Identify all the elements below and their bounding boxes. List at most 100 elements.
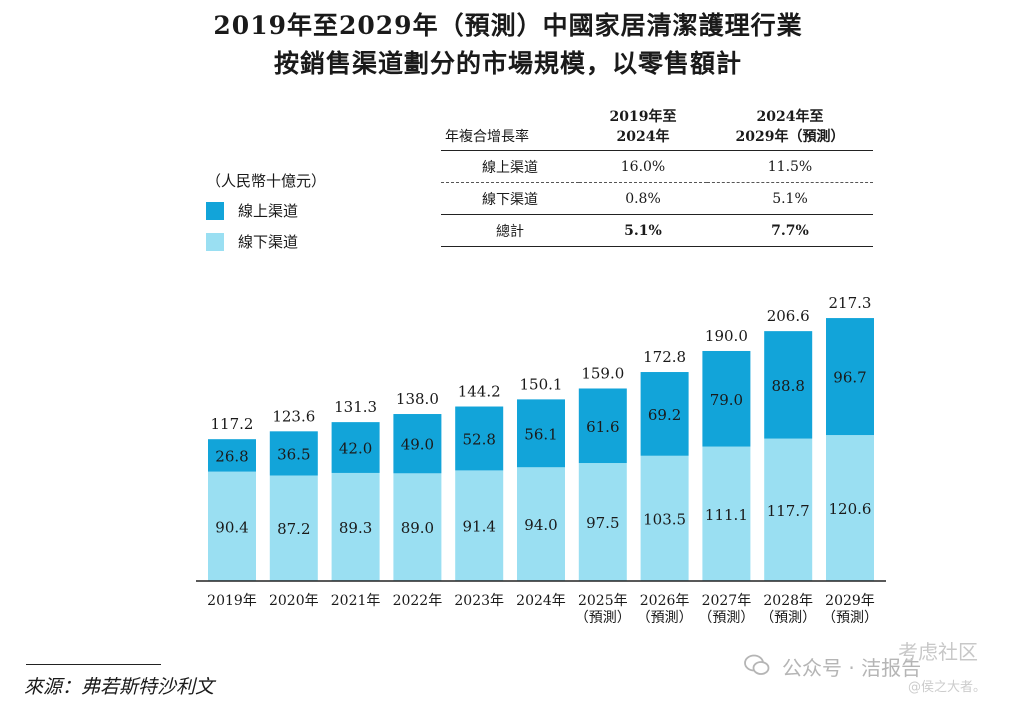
bar-online [578,388,627,464]
bar-online [826,318,874,436]
cagr-header-label: 年複合增長率 [441,104,579,151]
x-tick-label: 2027年 [702,593,752,609]
legend-swatch-offline [206,232,224,251]
bar-offline [578,463,627,581]
bar-offline [208,471,256,581]
legend-label-offline: 線下渠道 [238,233,299,251]
data-label-total: 159.0 [581,364,624,382]
bar-offline [826,435,874,581]
cagr-row-label: 線上渠道 [441,150,579,183]
x-tick-label: 2028年 [763,593,813,609]
data-label-online: 79.0 [710,391,743,409]
cagr-row-value: 16.0% [579,150,707,183]
cagr-row-value: 7.7% [707,214,873,247]
bar-online [640,372,689,456]
x-tick-note: （預測） [698,610,754,626]
data-label-offline: 87.2 [277,520,310,538]
data-label-offline: 89.0 [401,519,434,537]
data-label-total: 190.0 [705,327,748,345]
cagr-row-value: 0.8% [579,182,707,215]
data-label-total: 131.3 [334,398,377,416]
x-tick-label: 2020年 [269,593,319,609]
data-label-offline: 90.4 [215,518,248,536]
cagr-row-label: 線下渠道 [441,182,579,215]
legend-offline: 線下渠道 [206,231,298,252]
bar-offline [393,473,442,581]
cagr-table: 年複合增長率 2019年至 2024年 2024年至 2029年（預測） 線上渠… [441,104,873,247]
bar-online [517,399,565,468]
bar-offline [331,472,380,581]
x-tick-label: 2029年 [825,593,875,609]
cagr-row-label: 總計 [441,214,579,247]
data-label-online: 96.7 [833,369,866,387]
x-tick-label: 2019年 [207,593,257,609]
cagr-row-value: 11.5% [707,150,873,183]
wechat-icon [744,654,770,675]
data-label-offline: 89.3 [339,519,372,537]
source-divider [26,664,161,665]
cagr-row: 線下渠道 0.8% 5.1% [441,182,873,215]
legend-label-online: 線上渠道 [238,202,299,220]
chart-title: 2019年至2029年（預測）中國家居清潔護理行業 [213,11,803,40]
bar-offline [764,438,813,581]
cagr-col2-line1: 2024年至 [756,109,824,125]
cagr-col2-line2: 2029年（預測） [735,129,845,145]
bar-offline [269,475,318,581]
cagr-header-col2: 2024年至 2029年（預測） [707,104,873,151]
data-label-offline: 111.1 [705,506,748,524]
cagr-col1-line2: 2024年 [616,129,670,145]
bar-offline [640,455,689,581]
chart-subtitle: 按銷售渠道劃分的市場規模，以零售額計 [273,49,742,78]
bar-online [208,439,256,472]
cagr-row: 總計 5.1% 7.7% [441,214,873,247]
x-tick-note: （預測） [637,610,693,626]
bar-online [764,331,813,439]
watermark-wechat: 公众号 · 洁报告 [782,656,922,680]
x-tick-label: 2023年 [454,593,504,609]
x-tick-label: 2026年 [640,593,690,609]
data-label-total: 117.2 [211,415,254,433]
bar-offline [702,446,751,581]
x-tick-note: （預測） [760,610,816,626]
data-label-total: 144.2 [458,383,501,401]
bar-online [269,431,318,476]
cagr-col1-line1: 2019年至 [609,109,677,125]
data-label-online: 26.8 [215,447,248,465]
watermark-credit: @侯之大者。 [908,680,987,695]
data-label-offline: 117.7 [767,502,810,520]
bar-offline [455,470,504,581]
cagr-row-value: 5.1% [579,214,707,247]
data-label-online: 52.8 [462,430,495,448]
cagr-row: 線上渠道 16.0% 11.5% [441,150,873,183]
unit-label: （人民幣十億元） [206,172,327,190]
x-tick-label: 2022年 [393,593,443,609]
data-label-online: 49.0 [401,436,434,454]
bar-online [393,414,442,474]
data-label-total: 150.1 [520,375,563,393]
legend-online: 線上渠道 [206,200,298,221]
data-label-online: 88.8 [771,377,804,395]
data-label-online: 56.1 [524,425,557,443]
legend-swatch-online [206,201,224,220]
watermark-community: 考虑社区 [898,640,978,664]
bar-online [331,422,380,473]
data-label-offline: 91.4 [462,518,495,536]
source-note: 來源：弗若斯特沙利文 [24,676,215,698]
data-label-total: 123.6 [272,407,315,425]
data-label-online: 42.0 [339,440,372,458]
data-label-online: 36.5 [277,445,310,463]
data-label-total: 138.0 [396,390,439,408]
data-label-online: 69.2 [648,406,681,424]
data-label-offline: 94.0 [524,516,557,534]
data-label-total: 206.6 [767,307,810,325]
data-label-total: 172.8 [643,348,686,366]
bar-online [702,350,751,447]
bar-offline [517,467,565,581]
x-tick-label: 2021年 [331,593,381,609]
data-label-total: 217.3 [829,294,872,312]
x-tick-label: 2025年 [578,593,628,609]
data-label-offline: 97.5 [586,514,619,532]
cagr-row-value: 5.1% [707,182,873,215]
x-tick-note: （預測） [822,610,878,626]
